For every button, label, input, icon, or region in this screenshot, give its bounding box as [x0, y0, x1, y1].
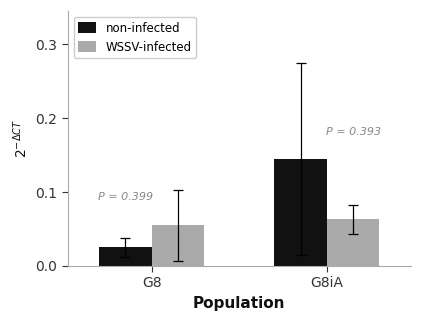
Bar: [327, 219, 379, 266]
X-axis label: Population: Population: [193, 296, 286, 311]
Bar: [274, 159, 327, 266]
Bar: [152, 225, 204, 266]
Text: P = 0.393: P = 0.393: [325, 127, 381, 137]
Y-axis label: $2^{-\Delta CT}$: $2^{-\Delta CT}$: [11, 119, 30, 158]
Bar: [99, 247, 152, 266]
Text: P = 0.399: P = 0.399: [98, 192, 153, 202]
Legend: non-infected, WSSV-infected: non-infected, WSSV-infected: [73, 17, 196, 58]
